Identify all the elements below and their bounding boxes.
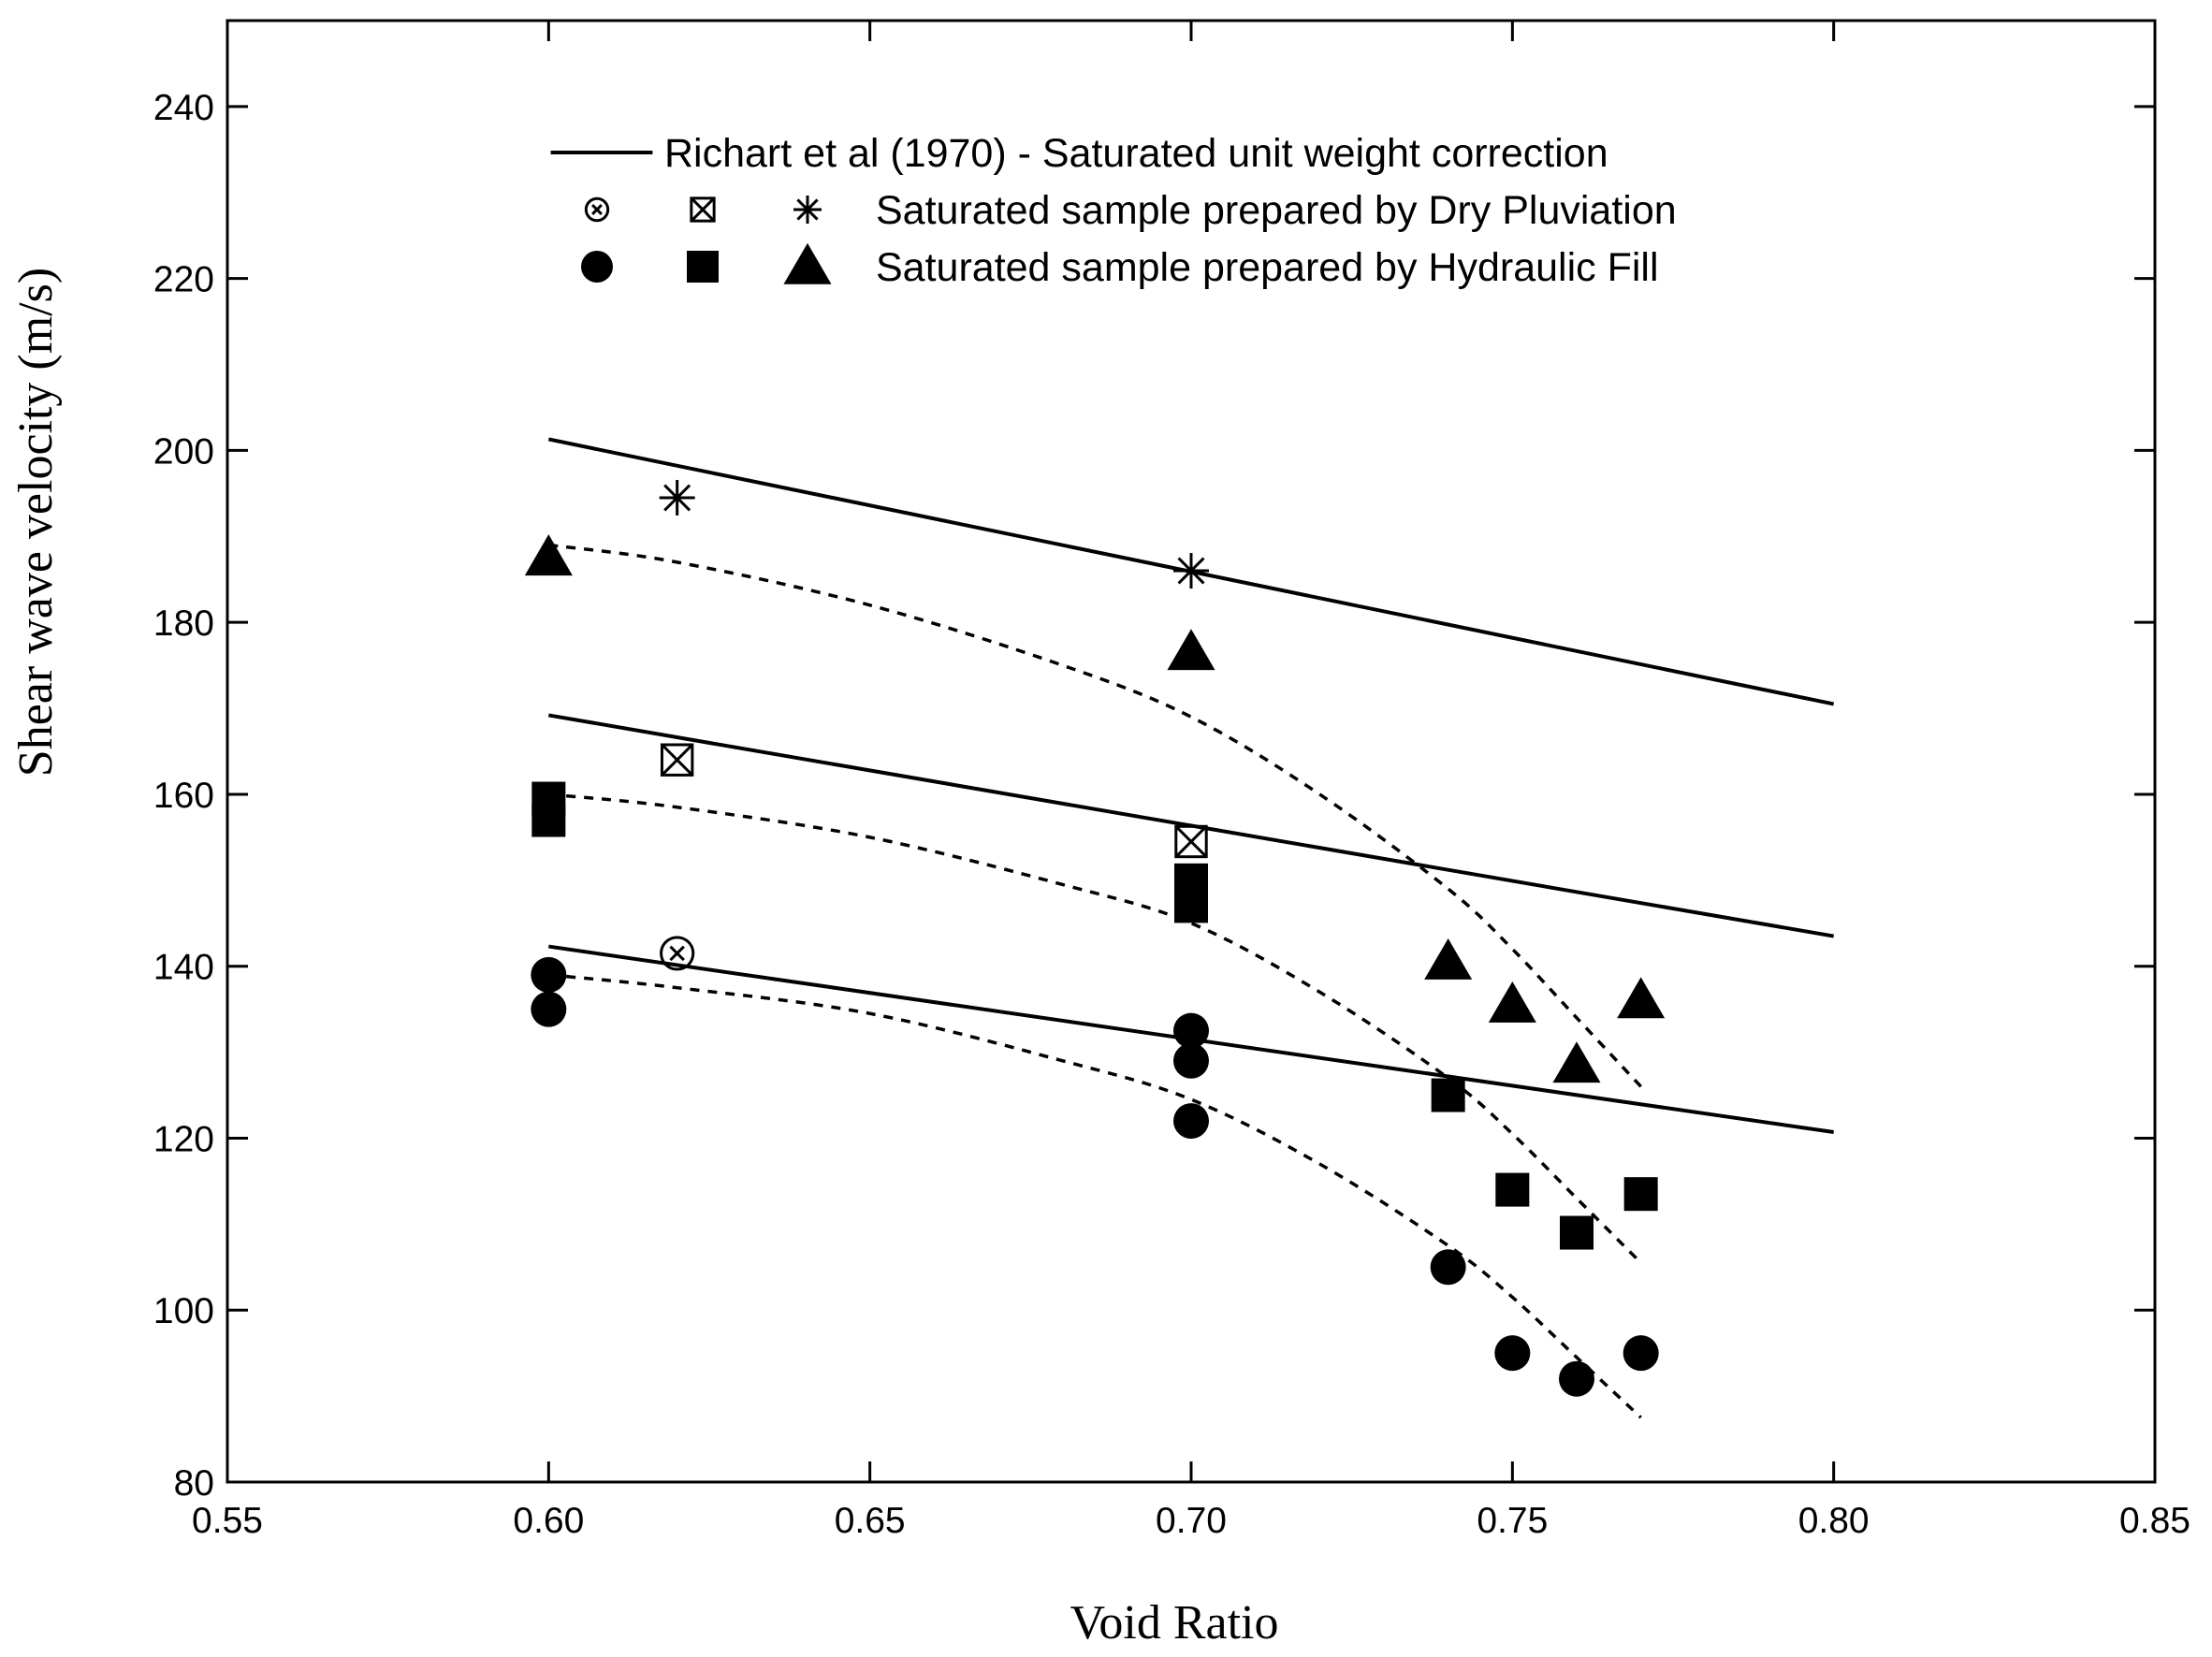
data-point-circle-x-open <box>660 936 695 971</box>
data-point-triangle-filled <box>1617 977 1666 1019</box>
data-point-circle-filled <box>1173 1042 1209 1079</box>
data-point-square-filled <box>1495 1172 1530 1207</box>
y-tick-label: 220 <box>153 260 214 300</box>
legend: Richart et al (1970) - Saturated unit we… <box>550 131 1677 290</box>
data-point-circle-filled <box>1494 1335 1531 1372</box>
data-point-circle-filled <box>1623 1335 1659 1372</box>
legend-label: Saturated sample prepared by Dry Pluviat… <box>876 188 1677 233</box>
y-tick-label: 80 <box>174 1463 214 1504</box>
legend-symbol-square-filled <box>687 251 719 283</box>
trend-curves <box>548 543 1642 1419</box>
legend-symbol-asterisk <box>793 196 822 224</box>
data-point-square-x-open <box>1174 824 1208 859</box>
data-point-square-x-open <box>660 743 694 777</box>
data-point-triangle-filled <box>1167 629 1215 671</box>
x-tick-label: 0.80 <box>1798 1501 1870 1541</box>
x-tick-label: 0.65 <box>835 1501 906 1541</box>
data-point-square-filled <box>1431 1078 1465 1112</box>
data-point-asterisk <box>1173 553 1209 589</box>
legend-label: Saturated sample prepared by Hydraulic F… <box>876 245 1659 290</box>
data-point-circle-filled <box>1173 1103 1209 1140</box>
data-point-circle-filled <box>1559 1360 1594 1397</box>
legend-label: Richart et al (1970) - Saturated unit we… <box>664 131 1608 176</box>
plot-frame <box>226 19 2157 1484</box>
data-point-triangle-filled <box>524 534 573 576</box>
y-tick-label: 140 <box>153 948 214 988</box>
x-tick-label: 0.60 <box>513 1501 584 1541</box>
trend-curve <box>548 792 1642 1264</box>
data-point-square-filled <box>1623 1177 1658 1212</box>
data-markers <box>524 479 1666 1397</box>
y-tick-label: 180 <box>153 603 214 644</box>
y-tick-label: 100 <box>153 1291 214 1331</box>
y-tick-label: 120 <box>153 1119 214 1159</box>
data-point-circle-filled <box>1430 1249 1466 1286</box>
data-point-triangle-filled <box>1552 1041 1601 1083</box>
x-tick-label: 0.70 <box>1156 1501 1227 1541</box>
x-tick-label: 0.55 <box>192 1501 263 1541</box>
data-point-square-filled <box>1560 1215 1594 1250</box>
y-tick-label: 240 <box>153 88 214 128</box>
trend-curve <box>548 543 1642 1088</box>
data-point-triangle-filled <box>1488 981 1536 1023</box>
legend-symbol-circle-x-open <box>584 196 610 223</box>
legend-symbol-circle-filled <box>581 251 613 283</box>
x-tick-label: 0.85 <box>2119 1501 2190 1541</box>
y-axis-title: Shear wave velocity (m/s) <box>9 268 63 777</box>
legend-symbol-square-x-open <box>690 196 716 223</box>
data-point-circle-filled <box>1173 1012 1209 1049</box>
data-point-square-filled <box>1174 889 1208 923</box>
legend-symbol-triangle-filled <box>783 242 832 284</box>
data-point-circle-filled <box>531 956 567 993</box>
data-point-circle-filled <box>531 991 567 1027</box>
x-axis-title: Void Ratio <box>1070 1596 1279 1650</box>
data-point-asterisk <box>659 479 695 516</box>
x-tick-label: 0.75 <box>1477 1501 1548 1541</box>
trend-curve <box>548 973 1642 1419</box>
y-tick-label: 160 <box>153 776 214 816</box>
data-point-triangle-filled <box>1424 938 1473 980</box>
data-point-square-filled <box>531 803 566 837</box>
y-tick-label: 200 <box>153 431 214 472</box>
axis-ticks: 0.55 0.60 0.65 0.70 0.75 0.80 0.85 80 100 120 140 1… <box>153 21 2190 1541</box>
